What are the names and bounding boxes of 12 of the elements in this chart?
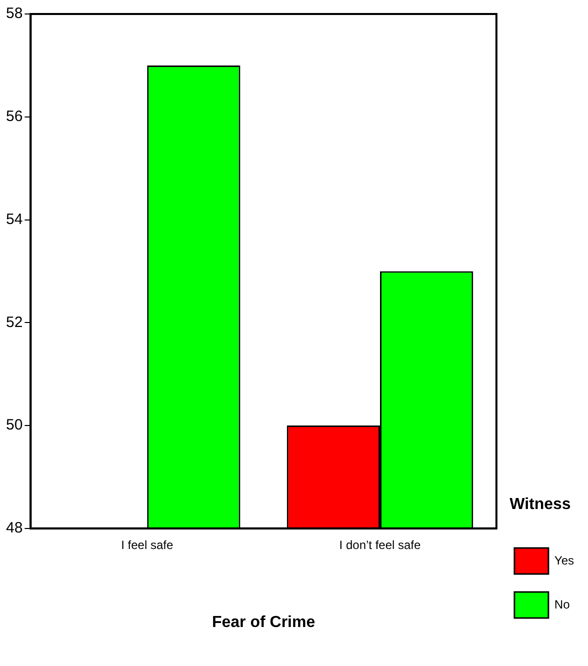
legend-title: Witness [510, 496, 571, 514]
x-tick-label: I feel safe [121, 538, 174, 552]
x-tick-label: I don’t feel safe [339, 538, 422, 552]
y-tick-label: 50 [6, 416, 23, 434]
legend-label: No [554, 597, 570, 612]
x-axis-title: Fear of Crime [212, 614, 316, 631]
y-tick-label: 48 [6, 520, 23, 537]
y-tick-label: 52 [6, 314, 23, 331]
y-tick-label: 56 [6, 108, 23, 126]
y-tick-label: 58 [6, 5, 23, 22]
legend-label: Yes [554, 553, 574, 568]
y-tick-label: 54 [6, 210, 23, 228]
